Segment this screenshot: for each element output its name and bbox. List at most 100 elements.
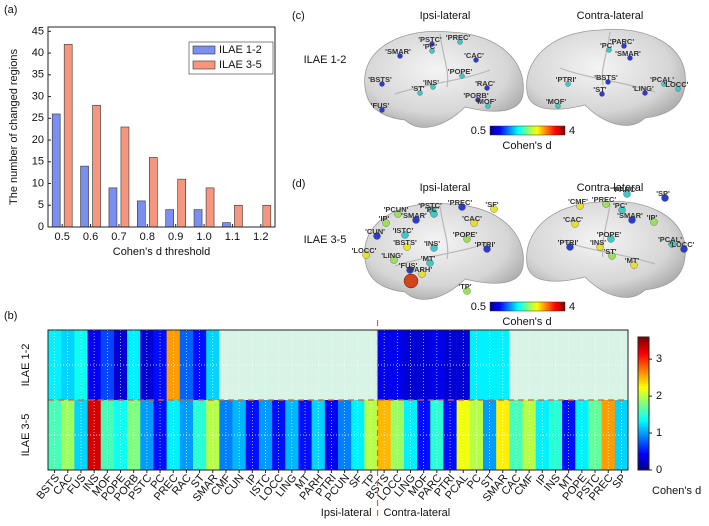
colorbar-step bbox=[638, 383, 649, 387]
empty-cell bbox=[258, 330, 273, 401]
x-tick-label: SP bbox=[610, 472, 629, 491]
colorbar-step bbox=[638, 356, 649, 360]
colorbar-tick-label: 3 bbox=[656, 353, 662, 365]
region-label: 'PREC' bbox=[446, 33, 471, 42]
brain-sulcus bbox=[559, 67, 656, 93]
heat-cell bbox=[166, 330, 181, 401]
empty-cell bbox=[298, 330, 312, 401]
bar bbox=[165, 209, 174, 228]
region-label: 'CMF' bbox=[568, 197, 588, 206]
empty-cell bbox=[232, 330, 247, 401]
region-node bbox=[483, 245, 491, 253]
region-node bbox=[675, 86, 681, 92]
colorbar-step bbox=[638, 350, 649, 354]
bar bbox=[149, 157, 158, 228]
region-node bbox=[627, 55, 633, 61]
colorbar-step bbox=[638, 447, 649, 451]
colorbar-step bbox=[638, 401, 649, 404]
bar bbox=[108, 187, 118, 228]
colorbar-step bbox=[638, 374, 649, 378]
region-node bbox=[661, 81, 667, 87]
colorbar-step bbox=[638, 452, 649, 455]
colorbar-step bbox=[638, 381, 649, 385]
region-label: 'FUS' bbox=[399, 261, 418, 270]
column-header: Ipsi-lateral bbox=[420, 10, 471, 22]
region-label: 'SMAR' bbox=[385, 47, 411, 56]
colorbar-step bbox=[638, 414, 649, 418]
region-label: 'CUN' bbox=[365, 227, 385, 236]
region-node bbox=[606, 47, 612, 53]
colorbar-step bbox=[638, 341, 649, 345]
region-node bbox=[403, 243, 411, 251]
colorbar-step bbox=[638, 450, 649, 453]
x-tick-label: 0.6 bbox=[83, 231, 98, 243]
region-node bbox=[661, 194, 669, 202]
y-tick-label: 5 bbox=[38, 199, 44, 211]
bar bbox=[205, 187, 215, 228]
x-axis-label: Cohen's d threshold bbox=[113, 246, 211, 258]
brain-sulcus bbox=[394, 69, 491, 95]
region-node bbox=[630, 261, 638, 269]
colorbar-step bbox=[638, 465, 649, 469]
colorbar-step bbox=[638, 368, 649, 371]
bar bbox=[222, 222, 231, 228]
bar bbox=[51, 113, 61, 228]
region-node bbox=[607, 235, 615, 243]
heat-cell bbox=[390, 330, 405, 401]
region-node bbox=[470, 219, 478, 227]
legend-label: ILAE 1-2 bbox=[219, 44, 262, 56]
colorbar-step bbox=[638, 379, 649, 382]
brain-sulcus bbox=[559, 239, 656, 265]
region-label: 'RAC' bbox=[475, 79, 495, 88]
colorbar-step bbox=[638, 443, 649, 447]
empty-cell bbox=[324, 330, 339, 401]
colorbar-max: 4 bbox=[569, 125, 575, 137]
colorbar-step bbox=[638, 394, 649, 398]
colorbar-tick-label: 0 bbox=[656, 464, 662, 476]
region-label: 'SP' bbox=[656, 189, 670, 198]
colorbar-step bbox=[638, 352, 649, 356]
colorbar-tick-label: 2 bbox=[656, 390, 662, 402]
colorbar-step bbox=[638, 412, 649, 416]
region-node bbox=[490, 205, 498, 213]
colorbar-step bbox=[638, 339, 649, 342]
colorbar-step bbox=[638, 337, 649, 340]
region-label: 'LOCC' bbox=[664, 80, 689, 89]
colorbar-step bbox=[638, 438, 649, 442]
region-label: 'LING' bbox=[632, 84, 654, 93]
colorbar-min: 0.5 bbox=[471, 125, 486, 137]
region-label: 'SMAR' bbox=[617, 211, 643, 220]
region-node bbox=[457, 39, 463, 45]
region-node bbox=[382, 219, 390, 227]
region-node bbox=[596, 243, 604, 251]
empty-cell bbox=[364, 330, 378, 401]
heat-cell bbox=[127, 330, 141, 401]
y-tick-label: 45 bbox=[32, 25, 44, 37]
colorbar-step bbox=[638, 396, 649, 400]
brain-sulcus bbox=[601, 31, 611, 86]
region-node bbox=[463, 287, 471, 295]
region-node bbox=[621, 43, 627, 49]
bar bbox=[262, 204, 272, 228]
region-label: 'PTRI' bbox=[475, 240, 496, 249]
region-label: 'INS' bbox=[424, 239, 440, 248]
colorbar-step bbox=[638, 348, 649, 351]
row-label: ILAE 1-2 bbox=[304, 54, 347, 66]
region-label: 'IP' bbox=[379, 214, 390, 223]
row-label: ILAE 3-5 bbox=[20, 414, 32, 457]
region-label: 'LOCC' bbox=[670, 240, 695, 249]
colorbar-step bbox=[638, 376, 649, 380]
panel-label: (c) bbox=[292, 10, 305, 22]
colorbar-step bbox=[638, 430, 649, 433]
empty-cell bbox=[219, 330, 233, 401]
region-node bbox=[430, 210, 438, 218]
colorbar-step bbox=[638, 445, 649, 449]
region-label: 'PSTC' bbox=[418, 35, 442, 44]
empty-cell bbox=[588, 330, 602, 401]
region-node bbox=[459, 73, 465, 79]
region-label: 'POPE' bbox=[597, 230, 622, 239]
region-node bbox=[401, 231, 409, 239]
colorbar-step bbox=[638, 399, 649, 402]
region-node bbox=[571, 220, 579, 228]
